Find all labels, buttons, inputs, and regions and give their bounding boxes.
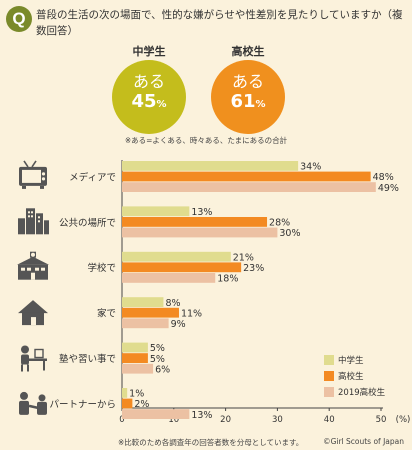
bar [122, 388, 128, 398]
house-icon [18, 300, 48, 326]
bar [122, 273, 216, 283]
category-label: 公共の場所で [59, 217, 116, 229]
bar [122, 398, 133, 409]
bar-value-label: 8% [165, 298, 180, 309]
x-tick-label: 20 [220, 415, 231, 425]
aru-label: ある [132, 72, 165, 91]
category-label: 家で [97, 308, 116, 320]
x-tick-label: 40 [324, 415, 335, 425]
bar-value-label: 5% [150, 354, 165, 365]
bar [122, 217, 268, 227]
bar [122, 297, 164, 307]
result-value: 61% [230, 91, 266, 112]
bar [122, 182, 376, 192]
bar [122, 262, 242, 273]
bar-value-label: 1% [129, 389, 144, 400]
bar [122, 353, 148, 363]
bar [122, 171, 371, 182]
bar [122, 251, 231, 262]
legend-swatch [324, 387, 334, 397]
couple-icon [19, 391, 47, 415]
definition-note: ※ある=よくある、時々ある、たまにあるの合計 [124, 136, 288, 145]
result-value: 45% [131, 91, 167, 112]
legend-item: 高校生 [324, 368, 385, 384]
bar-value-label: 49% [378, 183, 399, 194]
result-circle-middle: ある 45% [112, 60, 186, 134]
desk-icon [21, 345, 47, 372]
school-icon [17, 251, 49, 280]
bar [122, 161, 299, 171]
bar-value-label: 23% [243, 263, 264, 274]
bar [122, 307, 179, 318]
bar-value-label: 34% [300, 162, 321, 173]
x-tick-label: 0 [119, 415, 124, 425]
bar-value-label: 6% [155, 364, 170, 375]
x-tick-label: 50 [376, 415, 387, 425]
category-label: 学校で [87, 262, 116, 274]
bar [122, 409, 190, 419]
footnote: ※比較のため各調査年の回答者数を分母としています。 [118, 438, 304, 447]
x-tick-label: 10 [168, 415, 179, 425]
bar-value-label: 2% [134, 399, 149, 410]
bar [122, 318, 169, 329]
aru-label: ある [231, 72, 264, 91]
group-label-high: 高校生 [231, 45, 265, 58]
result-circle-high: ある 61% [211, 60, 285, 134]
category-label: 塾や習い事で [59, 353, 116, 365]
chart-legend: 中学生 高校生 2019高校生 [324, 352, 385, 400]
category-label: パートナーから [49, 399, 116, 410]
bar-value-label: 13% [191, 410, 212, 421]
bar-value-label: 48% [373, 172, 394, 183]
bar-value-label: 28% [269, 218, 290, 229]
legend-item: 2019高校生 [324, 384, 385, 400]
x-tick-label: 30 [272, 415, 283, 425]
legend-swatch [324, 355, 334, 365]
bar-value-label: 5% [150, 343, 165, 354]
legend-swatch [324, 371, 334, 381]
tv-icon [19, 160, 47, 189]
category-label: メディアで [69, 171, 116, 183]
bar-value-label: 18% [217, 274, 238, 285]
bar [122, 206, 190, 217]
bar-value-label: 9% [171, 319, 186, 330]
bar [122, 342, 148, 353]
bar-value-label: 30% [279, 228, 300, 239]
legend-item: 中学生 [324, 352, 385, 368]
bar [122, 227, 278, 238]
question-text: 普段の生活の次の場面で、性的な嫌がらせや性差別を見たりしていますか（複数回答） [36, 9, 403, 37]
bar-value-label: 11% [181, 308, 202, 319]
copyright: ©Girl Scouts of Japan [323, 437, 404, 446]
bar-value-label: 13% [191, 207, 212, 218]
bar [122, 363, 154, 374]
question-badge: Q [6, 6, 32, 32]
bar-value-label: 21% [233, 252, 254, 263]
group-label-middle: 中学生 [132, 45, 166, 58]
x-unit-label: (%) [396, 415, 411, 425]
buildings-icon [18, 208, 49, 235]
